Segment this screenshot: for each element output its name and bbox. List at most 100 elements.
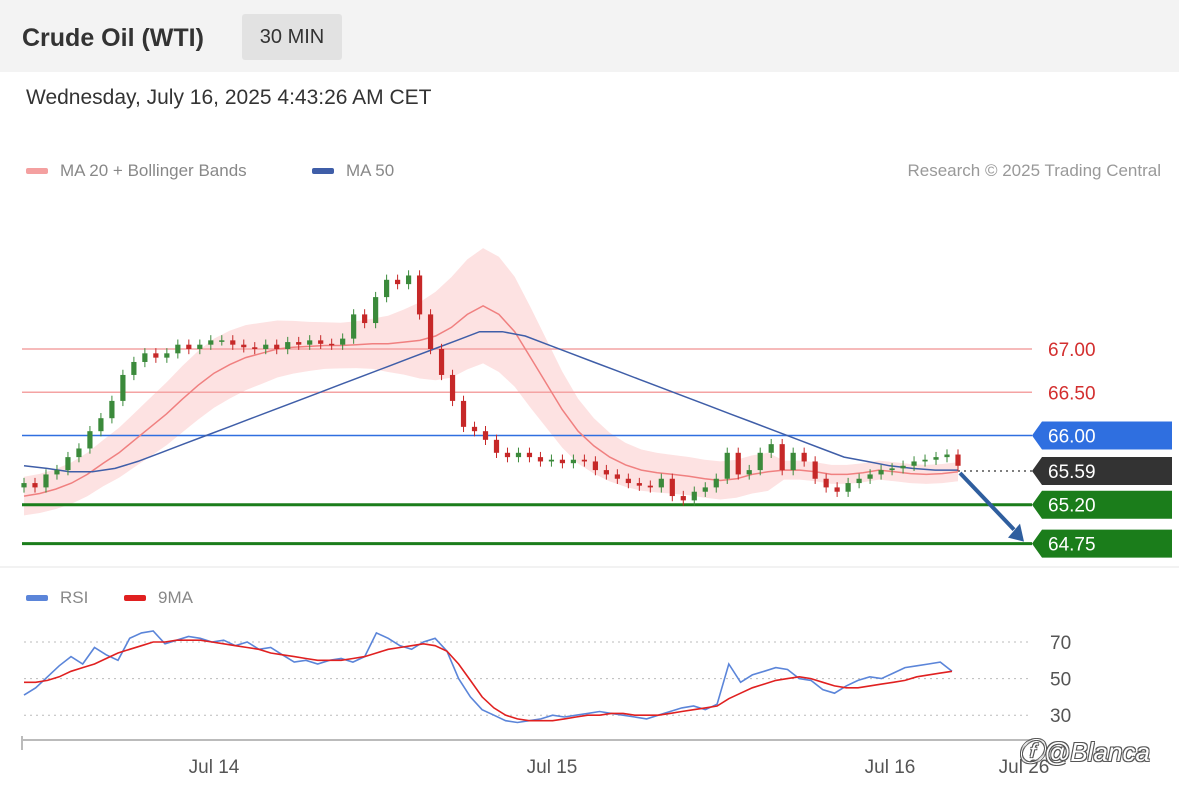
candle-body xyxy=(713,478,719,488)
candle-body xyxy=(43,474,49,488)
candle-body xyxy=(647,485,653,488)
candle-body xyxy=(658,478,664,488)
candle-body xyxy=(65,457,71,471)
rsi-series-rsi xyxy=(23,630,953,724)
level-label-65.20: 65.20 xyxy=(1048,496,1096,517)
candle-body xyxy=(636,483,642,486)
candle-body xyxy=(889,468,895,471)
candle-body xyxy=(614,474,620,479)
candle-body xyxy=(768,444,774,453)
candle-body xyxy=(845,483,851,492)
rsi-tick-70: 70 xyxy=(1050,633,1071,654)
candle-body xyxy=(669,478,675,497)
bollinger-band xyxy=(24,248,958,516)
interval-badge[interactable]: 30 MIN xyxy=(242,14,342,60)
candle-body xyxy=(570,459,577,464)
candle-body xyxy=(87,431,93,449)
candle-body xyxy=(307,340,313,345)
legend-ma20-label: MA 20 + Bollinger Bands xyxy=(60,161,247,180)
instrument-title: Crude Oil (WTI) xyxy=(22,24,204,52)
legend-ma50: MA 50 xyxy=(312,161,394,181)
level-tag-65.20 xyxy=(1032,490,1172,519)
candle-body xyxy=(922,459,928,462)
candle-body xyxy=(724,452,730,479)
level-label-67.00: 67.00 xyxy=(1048,340,1096,361)
candle-body xyxy=(867,474,873,479)
candle-body xyxy=(285,342,291,349)
candle-body xyxy=(142,353,148,362)
x-tick-label: Jul 14 xyxy=(189,757,240,778)
rsi-tick-30: 30 xyxy=(1050,706,1071,727)
legend-rsi: RSI xyxy=(26,588,88,608)
candle-body xyxy=(175,344,181,354)
candle-body xyxy=(790,452,796,471)
level-label-66.00: 66.00 xyxy=(1048,427,1096,448)
candle-body xyxy=(856,478,862,484)
candle-body xyxy=(746,470,752,475)
candle-body xyxy=(515,452,522,458)
level-label-65.59: 65.59 xyxy=(1048,462,1096,483)
candle-body xyxy=(405,275,412,285)
candle-body xyxy=(76,448,82,458)
legend-9ma: 9MA xyxy=(124,588,193,608)
candle-body xyxy=(680,496,686,501)
candle-body xyxy=(592,461,598,471)
candle-body xyxy=(933,457,939,460)
projection-arrow-head xyxy=(1008,523,1024,542)
candle-body xyxy=(779,444,785,471)
candle-body xyxy=(735,452,741,475)
candle-body xyxy=(131,361,137,375)
candle-body xyxy=(274,344,280,349)
candle-body xyxy=(351,314,357,339)
candle-body xyxy=(98,418,104,432)
level-label-64.75: 64.75 xyxy=(1048,535,1096,556)
candle-body xyxy=(416,275,423,315)
candle-body xyxy=(54,470,60,475)
chart-datetime: Wednesday, July 16, 2025 4:43:26 AM CET xyxy=(26,86,432,109)
candle-body xyxy=(526,452,533,458)
candle-body xyxy=(823,478,829,488)
ma50-line xyxy=(23,330,958,473)
candle-body xyxy=(120,374,126,401)
candle-body xyxy=(395,279,401,285)
candle-body xyxy=(153,353,159,358)
candle-body xyxy=(32,483,38,488)
ma9-swatch xyxy=(124,595,146,601)
candle-body xyxy=(197,344,203,349)
candle-body xyxy=(373,297,379,324)
candle-body xyxy=(252,347,258,349)
candle-body xyxy=(109,400,115,419)
rsi-series-9ma xyxy=(24,639,953,722)
candle-body xyxy=(702,487,708,492)
projection-arrow-shaft xyxy=(958,471,1016,532)
candle-body xyxy=(241,344,247,348)
candle-body xyxy=(427,314,434,349)
candle-body xyxy=(757,452,763,471)
candle-body xyxy=(438,349,445,375)
candle-body xyxy=(878,470,884,475)
candle-body xyxy=(208,340,214,345)
watermark: ⓕ@Blanca xyxy=(1018,737,1150,767)
candle-body xyxy=(504,452,511,458)
candle-body xyxy=(482,431,489,440)
candle-body xyxy=(164,353,170,358)
legend-ma50-label: MA 50 xyxy=(346,161,395,180)
ma20-line xyxy=(23,304,959,497)
candle-body xyxy=(900,465,906,469)
watermark-text: @Blanca xyxy=(1044,737,1150,767)
candle-body xyxy=(340,338,346,345)
candle-body xyxy=(801,452,807,462)
candle-body xyxy=(296,342,302,345)
candle-body xyxy=(691,491,697,501)
candle-body xyxy=(219,340,225,342)
candle-body xyxy=(955,454,961,466)
candle-body xyxy=(834,487,840,492)
chart-header: Crude Oil (WTI) 30 MIN xyxy=(0,0,1179,72)
candle-body xyxy=(329,343,335,346)
candle-body xyxy=(548,459,555,462)
copyright-notice: Research © 2025 Trading Central xyxy=(907,161,1162,180)
candle-body xyxy=(362,314,368,324)
level-tag-65.59 xyxy=(1032,456,1172,485)
candle-body xyxy=(460,400,467,427)
